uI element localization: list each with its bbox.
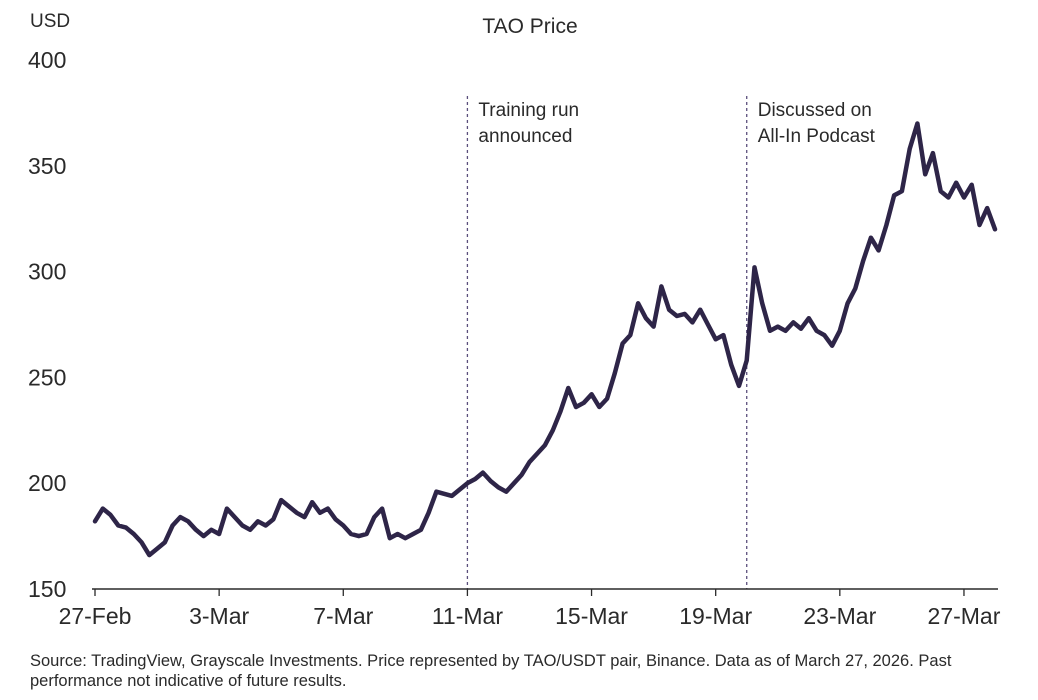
event-annotation-label: Training run: [478, 100, 579, 121]
y-tick-label: 400: [28, 47, 66, 73]
y-tick-label: 200: [28, 470, 66, 496]
event-annotation-label: All-In Podcast: [758, 126, 876, 147]
event-annotation-label: announced: [478, 126, 572, 147]
x-tick-label: 23-Mar: [803, 603, 876, 629]
price-series-line: [92, 121, 998, 558]
y-tick-label: 350: [28, 153, 66, 179]
x-tick-label: 7-Mar: [313, 603, 373, 629]
x-tick-label: 15-Mar: [555, 603, 628, 629]
y-tick-label: 250: [28, 364, 66, 390]
event-annotation-label: Discussed on: [758, 100, 872, 121]
x-tick-label: 27-Feb: [59, 603, 132, 629]
source-note: Source: TradingView, Grayscale Investmen…: [30, 652, 952, 690]
y-tick-label: 300: [28, 259, 66, 285]
x-tick-label: 19-Mar: [679, 603, 752, 629]
x-axis: 27-Feb 3-Mar 7-Mar 11-Mar 15-Mar 19-Mar 23-Mar…: [59, 589, 1001, 629]
x-tick-label: 27-Mar: [928, 603, 1001, 629]
y-axis: 150 200 250 300 350 400: [28, 47, 66, 602]
x-tick-label: 3-Mar: [189, 603, 249, 629]
price-chart: USD TAO Price 150 200 250 300 350 400 Trainin…: [28, 11, 1001, 629]
y-axis-unit-label: USD: [30, 11, 70, 32]
x-tick-label: 11-Mar: [432, 603, 503, 629]
y-tick-label: 150: [28, 576, 66, 602]
event-annotations: Training run announced Discussed on All-In …: [466, 96, 876, 589]
chart-title: TAO Price: [482, 15, 577, 38]
